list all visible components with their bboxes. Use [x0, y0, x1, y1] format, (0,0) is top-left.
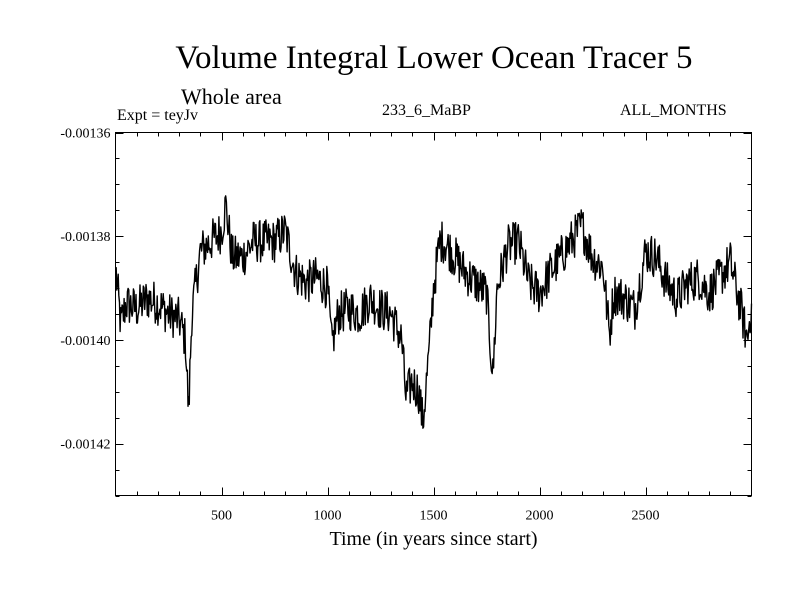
- x-tick-label: 1500: [420, 509, 448, 524]
- y-tick-label: -0.00136: [60, 127, 110, 142]
- y-tick-label: -0.00140: [60, 334, 110, 349]
- series-line: [115, 195, 753, 429]
- y-tick-label: -0.00138: [60, 230, 110, 245]
- x-tick-label: 1000: [314, 509, 342, 524]
- experiment-name: 233_6_MaBP: [382, 102, 471, 119]
- chart-title: Volume Integral Lower Ocean Tracer 5: [175, 40, 693, 76]
- experiment-label: Expt = teyJv: [117, 107, 199, 124]
- x-tick-labels: 500 1000 1500 2000 2500: [211, 509, 660, 524]
- y-tick-labels: -0.00136 -0.00138 -0.00140 -0.00142: [60, 127, 110, 453]
- y-tick-label: -0.00142: [60, 438, 110, 453]
- x-tick-label: 500: [211, 509, 232, 524]
- x-tick-label: 2500: [632, 509, 660, 524]
- period-label: ALL_MONTHS: [620, 102, 727, 119]
- chart-subtitle: Whole area: [181, 84, 282, 109]
- x-axis-label: Time (in years since start): [329, 528, 538, 550]
- x-tick-label: 2000: [526, 509, 554, 524]
- axis-ticks: [115, 132, 752, 497]
